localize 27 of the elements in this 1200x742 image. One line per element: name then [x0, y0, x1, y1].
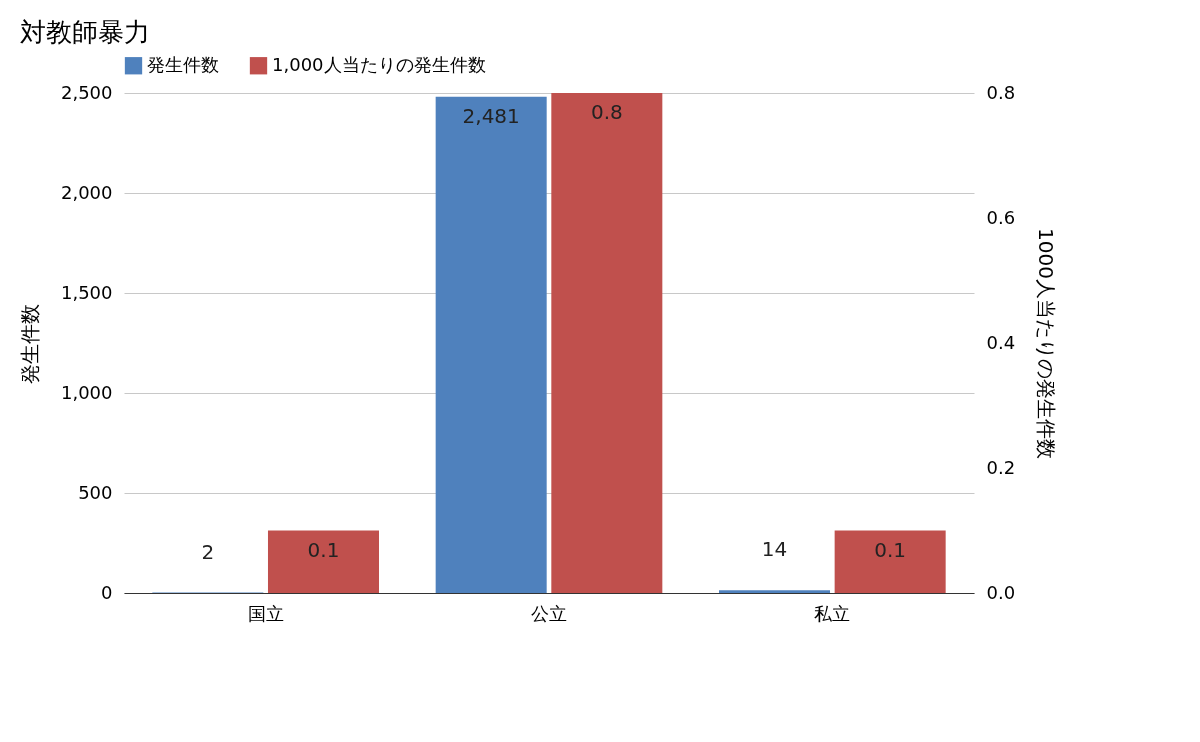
y2-tick-label: 0.8	[986, 81, 1016, 103]
data-label: 0.1	[874, 537, 907, 562]
data-label: 0.1	[307, 537, 340, 562]
legend-label: 発生件数	[147, 53, 219, 75]
data-label: 2	[201, 539, 215, 564]
y-axis-title: 発生件数	[17, 303, 42, 384]
y2-tick-label: 0.0	[986, 581, 1016, 603]
legend-label: 1,000人当たりの発生件数	[272, 53, 486, 75]
chart-title: 対教師暴力	[20, 17, 151, 47]
y-tick-label: 1,000	[60, 381, 113, 403]
y2-tick-label: 0.4	[986, 331, 1016, 353]
x-tick-label: 公立	[531, 602, 567, 624]
y2-axis-title: 1000人当たりの発生件数	[1034, 228, 1059, 459]
x-tick-label: 私立	[814, 602, 851, 624]
y-tick-label: 2,000	[60, 181, 113, 203]
y-tick-label: 0	[101, 581, 113, 603]
y2-tick-label: 0.6	[986, 206, 1016, 228]
y-tick-label: 500	[78, 481, 113, 503]
y-tick-label: 1,500	[60, 281, 113, 303]
x-tick-label: 国立	[247, 602, 284, 624]
bar	[435, 96, 547, 593]
y2-tick-label: 0.2	[986, 456, 1016, 478]
bar	[719, 590, 831, 593]
data-label: 0.8	[590, 100, 623, 124]
y-tick-label: 2,500	[60, 81, 113, 103]
data-label: 14	[761, 537, 788, 562]
data-label: 2,481	[462, 103, 520, 128]
